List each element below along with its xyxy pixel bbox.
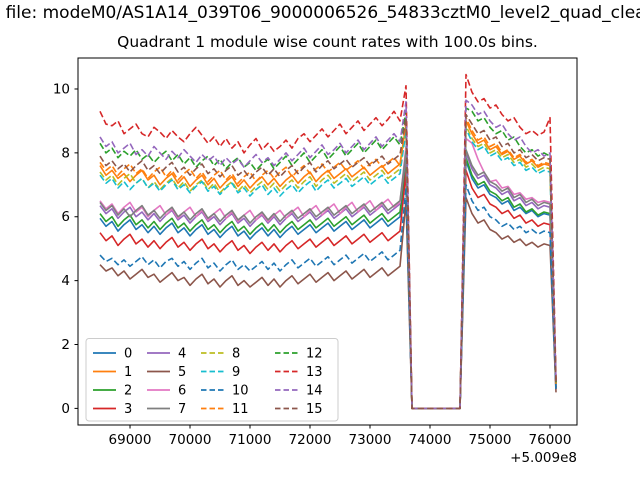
series-line-0 <box>99 160 557 410</box>
legend-entry-label-14: 14 <box>306 384 323 399</box>
legend-entry-label-7: 7 <box>178 402 186 417</box>
x-tick-label-71000: 71000 <box>229 432 272 448</box>
legend-entry-label-6: 6 <box>178 384 186 399</box>
series-line-13 <box>99 73 557 410</box>
legend-entry-label-12: 12 <box>306 347 323 362</box>
series-line-4 <box>99 152 557 410</box>
y-tick-label-8: 8 <box>61 145 70 161</box>
y-tick-label-6: 6 <box>61 209 70 225</box>
series-line-9 <box>99 128 557 410</box>
plot-border <box>77 57 578 426</box>
x-tick-label-70000: 70000 <box>169 432 212 448</box>
legend-box <box>85 338 339 422</box>
x-tick-label-69000: 69000 <box>109 432 152 448</box>
legend-entry-label-10: 10 <box>232 384 249 399</box>
series-line-14 <box>99 99 557 410</box>
x-axis-offset-label: +5.009e8 <box>510 450 577 466</box>
legend-entry-label-1: 1 <box>124 365 132 380</box>
legend-entry-label-15: 15 <box>306 402 323 417</box>
series-line-6 <box>99 137 557 410</box>
series-line-12 <box>99 107 557 410</box>
y-tick-label-0: 0 <box>61 401 70 417</box>
legend-entry-label-9: 9 <box>232 365 240 380</box>
series-line-3 <box>99 169 557 410</box>
series-line-8 <box>99 124 557 410</box>
x-tick-label-73000: 73000 <box>349 432 392 448</box>
series-line-15 <box>99 113 557 410</box>
series-line-7 <box>99 148 557 410</box>
legend-entry-label-5: 5 <box>178 365 186 380</box>
legend-entry-label-8: 8 <box>232 347 240 362</box>
legend-entry-label-13: 13 <box>306 365 323 380</box>
x-tick-label-72000: 72000 <box>289 432 332 448</box>
legend-entry-label-11: 11 <box>232 402 249 417</box>
figure-suptitle-clip: m file: modeM0/AS1A14_039T06_9000006526_… <box>0 0 640 26</box>
series-line-11 <box>99 116 557 410</box>
series-line-10 <box>99 184 557 410</box>
series-line-1 <box>99 120 557 410</box>
legend-entry-label-2: 2 <box>124 384 132 399</box>
axes-title: Quadrant 1 module wise count rates with … <box>117 33 538 51</box>
legend-entry-label-4: 4 <box>178 347 186 362</box>
y-tick-label-10: 10 <box>53 81 70 97</box>
y-tick-label-2: 2 <box>61 337 70 353</box>
legend-entry-label-3: 3 <box>124 402 132 417</box>
x-tick-label-74000: 74000 <box>409 432 452 448</box>
x-tick-label-75000: 75000 <box>469 432 512 448</box>
x-tick-label-76000: 76000 <box>529 432 572 448</box>
series-line-2 <box>99 156 557 410</box>
y-tick-label-4: 4 <box>61 273 70 289</box>
series-line-5 <box>99 196 557 410</box>
figure-suptitle: m file: modeM0/AS1A14_039T06_9000006526_… <box>0 3 640 23</box>
legend-entry-label-0: 0 <box>124 347 132 362</box>
